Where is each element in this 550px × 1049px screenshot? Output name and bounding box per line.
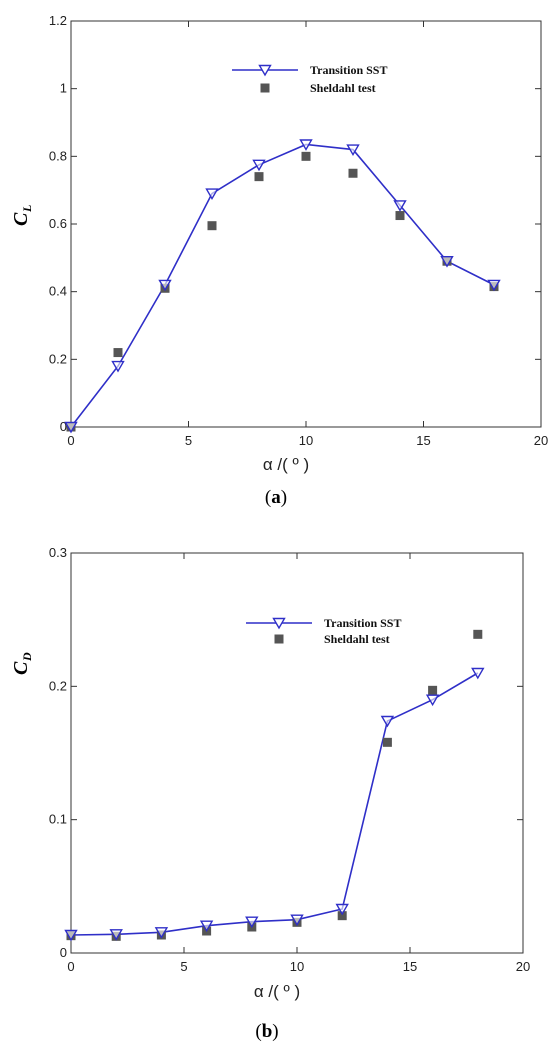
data-point-transition-sst bbox=[471, 667, 485, 680]
x-tick-label: 0 bbox=[67, 433, 74, 448]
plot-frame bbox=[70, 552, 524, 954]
y-axis-label: C bbox=[10, 212, 32, 226]
y-tick-label: 0 bbox=[60, 945, 67, 960]
data-point-transition-sst bbox=[64, 929, 78, 942]
legend-label-transition-sst: Transition SST bbox=[310, 63, 387, 77]
data-point-transition-sst bbox=[158, 279, 172, 292]
y-tick-label: 0.2 bbox=[49, 678, 67, 693]
panel-caption: (b) bbox=[255, 1021, 278, 1042]
y-tick-label: 0 bbox=[60, 419, 67, 434]
x-tick-label: 20 bbox=[534, 433, 548, 448]
y-tick-label: 0.3 bbox=[49, 545, 67, 560]
y-tick-label: 1.2 bbox=[49, 13, 67, 28]
y-axis-label-subscript: D bbox=[20, 652, 34, 662]
data-point-transition-sst bbox=[64, 421, 78, 434]
x-tick-label: 15 bbox=[416, 433, 430, 448]
chart-b: 0 5 10 15 20 0 0.1 0.2 0.3 α /( º ) CD Transition S… bbox=[10, 545, 530, 1042]
y-tick-label: 0.6 bbox=[49, 216, 67, 231]
x-tick-label: 15 bbox=[403, 959, 417, 974]
data-point-transition-sst bbox=[290, 914, 304, 927]
panel-letter: b bbox=[262, 1021, 273, 1042]
x-tick-label: 20 bbox=[516, 959, 530, 974]
data-point-sheldahl-test bbox=[113, 348, 123, 358]
data-point-transition-sst bbox=[335, 903, 349, 916]
legend-label-sheldahl-test: Sheldahl test bbox=[324, 632, 390, 646]
y-axis-label: C bbox=[10, 661, 32, 675]
x-tick-label: 5 bbox=[185, 433, 192, 448]
panel-caption: (a) bbox=[265, 487, 287, 508]
data-point-transition-sst bbox=[425, 694, 440, 707]
x-axis-label: α /( º ) bbox=[263, 455, 309, 474]
data-point-sheldahl-test bbox=[337, 911, 347, 921]
plot-frame bbox=[70, 20, 542, 428]
data-point-transition-sst bbox=[393, 200, 407, 212]
legend-marker-transition-sst bbox=[272, 617, 286, 630]
data-point-transition-sst bbox=[154, 927, 169, 939]
y-tick-label: 0.1 bbox=[49, 812, 67, 827]
data-point-transition-sst bbox=[380, 715, 395, 728]
data-point-sheldahl-test bbox=[382, 737, 392, 747]
y-axis-label-subscript: L bbox=[20, 205, 34, 213]
legend-marker-transition-sst bbox=[258, 64, 272, 77]
data-point-sheldahl-test bbox=[207, 221, 217, 231]
data-point-sheldahl-test bbox=[473, 629, 483, 639]
chart-a: 0 5 10 15 20 0 0.2 0.4 0.6 0.8 1 1.2 α /( º ) CL Trans… bbox=[10, 13, 548, 508]
y-tick-label: 1 bbox=[60, 81, 67, 96]
x-tick-label: 10 bbox=[290, 959, 304, 974]
data-point-sheldahl-test bbox=[428, 685, 438, 695]
series-line-transition-sst bbox=[70, 143, 495, 428]
y-tick-label: 0.8 bbox=[49, 148, 67, 163]
legend-marker-sheldahl-test bbox=[274, 634, 284, 644]
legend-label-sheldahl-test: Sheldahl test bbox=[310, 81, 376, 95]
data-point-transition-sst bbox=[299, 139, 313, 151]
data-point-transition-sst bbox=[346, 144, 360, 156]
data-point-transition-sst bbox=[111, 360, 125, 373]
data-point-sheldahl-test bbox=[254, 172, 264, 182]
legend-label-transition-sst: Transition SST bbox=[324, 616, 401, 630]
data-point-sheldahl-test bbox=[348, 168, 358, 178]
data-point-sheldahl-test bbox=[395, 211, 405, 221]
data-point-transition-sst bbox=[199, 920, 214, 933]
data-point-transition-sst bbox=[440, 256, 454, 268]
data-point-transition-sst bbox=[487, 279, 501, 292]
data-point-transition-sst bbox=[245, 916, 259, 929]
y-tick-label: 0.4 bbox=[49, 284, 67, 299]
data-point-transition-sst bbox=[109, 929, 123, 941]
data-point-transition-sst bbox=[252, 159, 266, 172]
data-point-sheldahl-test bbox=[301, 151, 311, 161]
y-tick-label: 0.2 bbox=[49, 351, 67, 366]
series-line-transition-sst bbox=[70, 672, 479, 936]
x-tick-label: 0 bbox=[67, 959, 74, 974]
x-axis-label: α /( º ) bbox=[254, 982, 300, 1001]
data-point-transition-sst bbox=[205, 188, 219, 200]
panel-letter: a bbox=[271, 487, 281, 508]
x-tick-label: 5 bbox=[180, 959, 187, 974]
x-tick-label: 10 bbox=[299, 433, 313, 448]
legend-marker-sheldahl-test bbox=[260, 83, 270, 93]
